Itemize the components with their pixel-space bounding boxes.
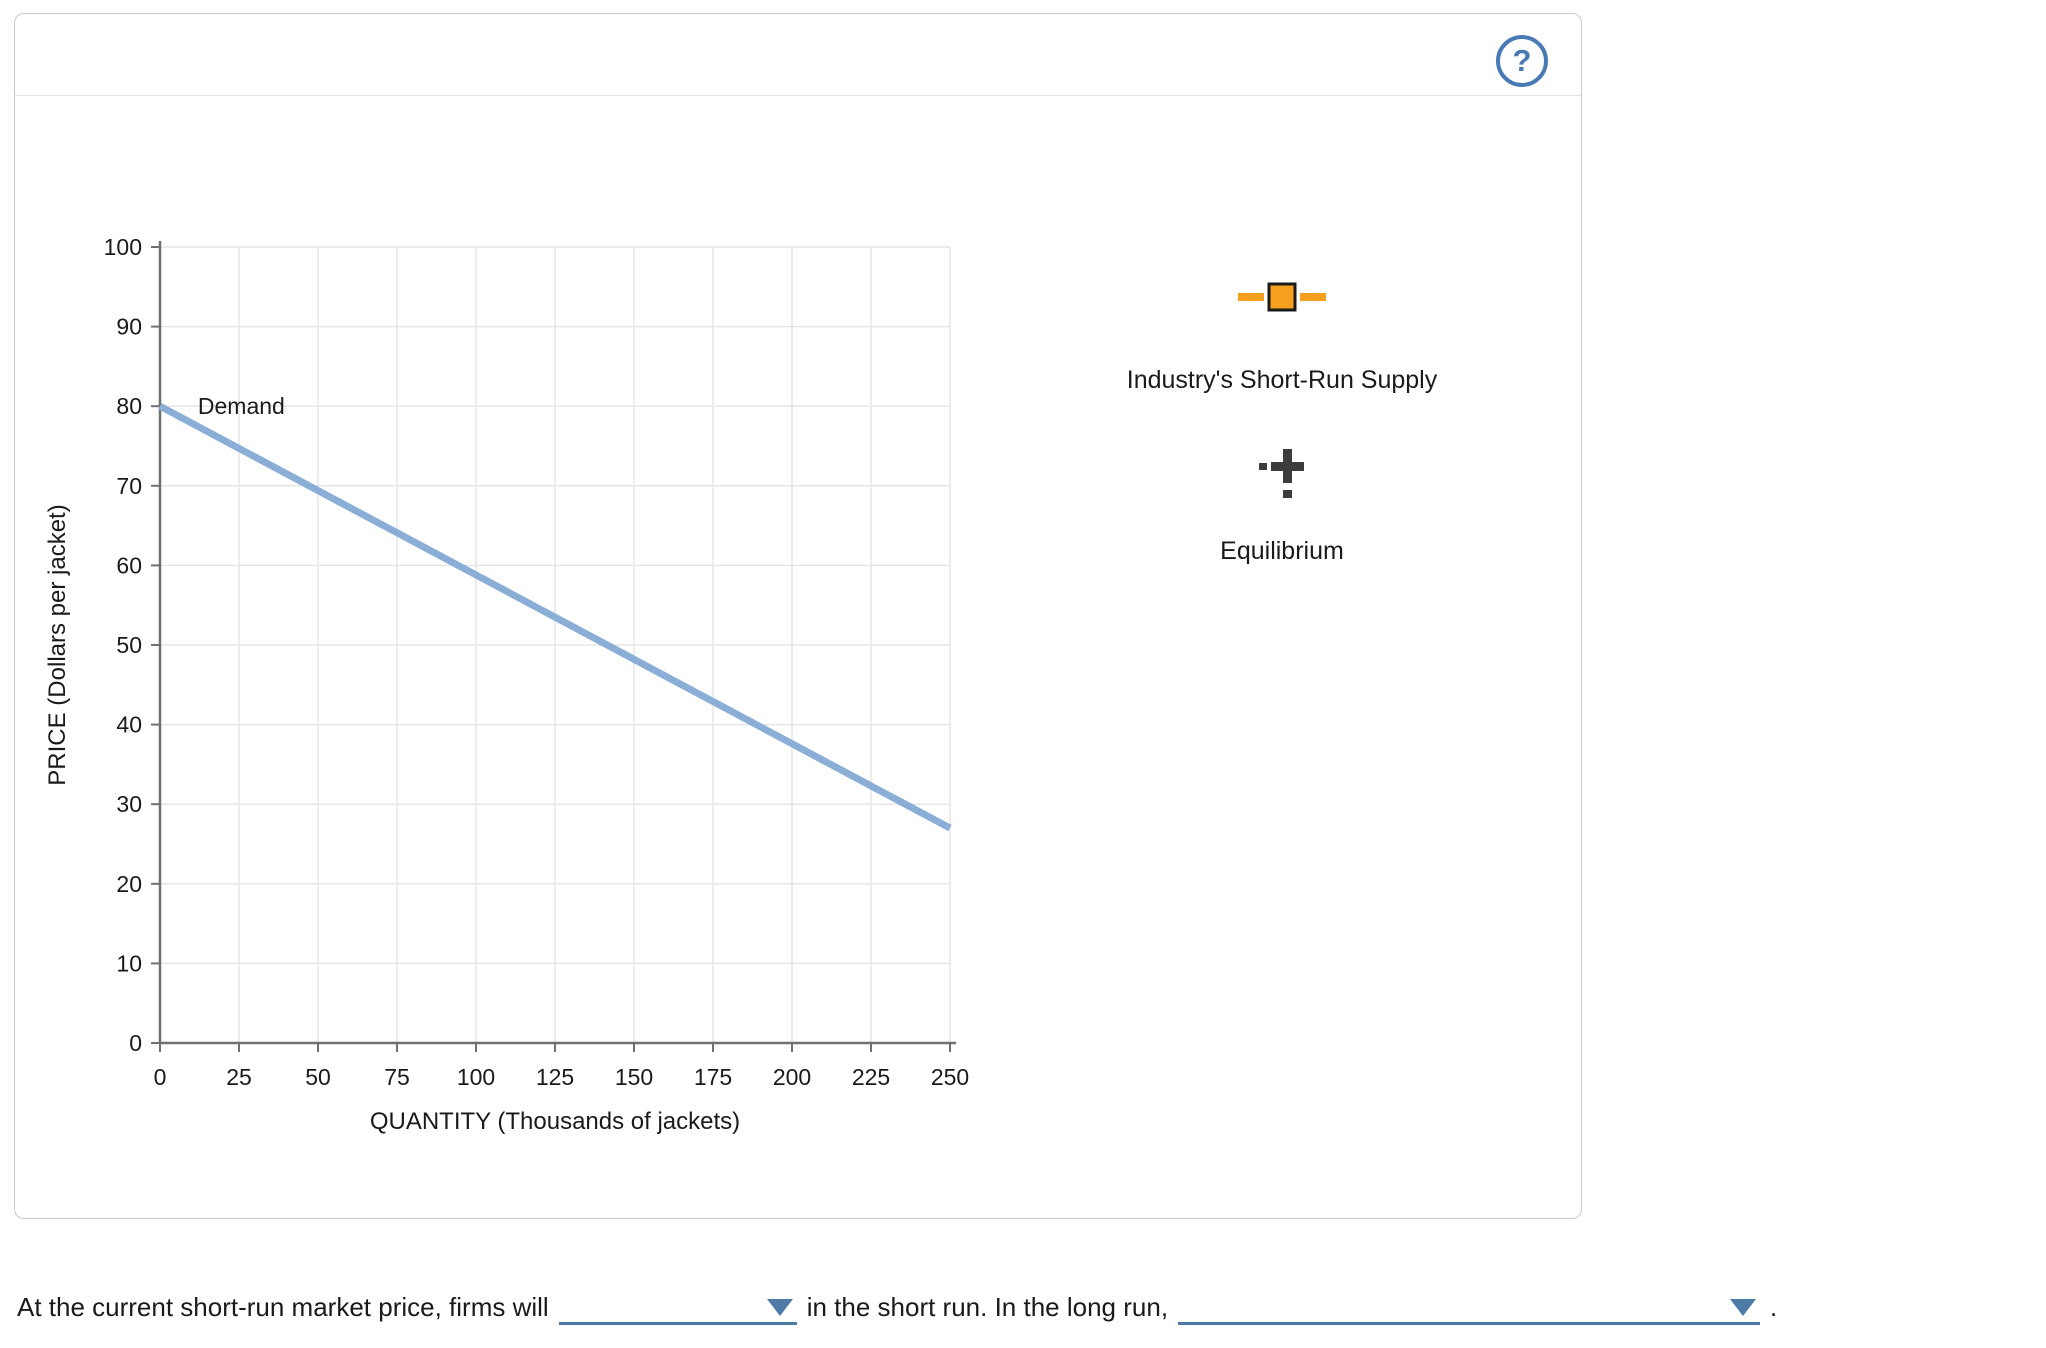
demand-supply-graph[interactable]: 0 10 20 30 40 50 60 70 80 90 100 0 25 50 75 100 125 150 17… — [41, 227, 1031, 1147]
equilibrium-point-tool-icon[interactable] — [1257, 443, 1313, 501]
svg-text:50: 50 — [305, 1064, 331, 1090]
svg-text:60: 60 — [116, 552, 142, 578]
svg-text:200: 200 — [773, 1064, 811, 1090]
svg-text:50: 50 — [116, 632, 142, 658]
question-text-part1: At the current short-run market price, f… — [17, 1292, 549, 1322]
svg-text:70: 70 — [116, 473, 142, 499]
supply-square-handle — [1267, 282, 1297, 312]
svg-text:20: 20 — [116, 871, 142, 897]
svg-text:100: 100 — [104, 234, 142, 260]
svg-text:150: 150 — [615, 1064, 653, 1090]
question-text-end: . — [1770, 1292, 1778, 1322]
svg-text:Demand: Demand — [198, 393, 285, 419]
dropdown-arrow-icon[interactable] — [1730, 1299, 1757, 1316]
equilibrium-plus-horizontal — [1271, 462, 1304, 471]
svg-text:10: 10 — [116, 950, 142, 976]
supply-line-tool-icon[interactable] — [1238, 280, 1326, 314]
panel-header: ? — [15, 14, 1581, 96]
svg-text:25: 25 — [226, 1064, 252, 1090]
question-panel: ? 0 10 20 30 40 50 60 70 80 90 100 0 25 50 75 100 125 150… — [14, 13, 1582, 1219]
svg-text:QUANTITY (Thousands of jackets: QUANTITY (Thousands of jackets) — [370, 1108, 740, 1135]
equilibrium-tool-label: Equilibrium — [1220, 537, 1344, 565]
long-run-dropdown[interactable] — [1178, 1291, 1761, 1325]
supply-tool-label: Industry's Short-Run Supply — [1126, 366, 1438, 394]
equilibrium-dot-left — [1259, 463, 1267, 470]
question-sentence: At the current short-run market price, f… — [17, 1289, 2041, 1325]
dropdown-arrow-icon[interactable] — [766, 1299, 793, 1316]
svg-text:100: 100 — [457, 1064, 495, 1090]
supply-dash-left — [1238, 293, 1264, 301]
svg-text:225: 225 — [852, 1064, 890, 1090]
equilibrium-dot-bottom — [1283, 490, 1292, 498]
svg-text:80: 80 — [116, 393, 142, 419]
supply-dash-right — [1300, 293, 1326, 301]
svg-text:90: 90 — [116, 314, 142, 340]
svg-text:75: 75 — [384, 1064, 410, 1090]
help-button[interactable]: ? — [1496, 35, 1548, 87]
svg-text:250: 250 — [931, 1064, 969, 1090]
svg-text:40: 40 — [116, 712, 142, 738]
short-run-dropdown[interactable] — [558, 1291, 797, 1325]
svg-text:PRICE (Dollars per jacket): PRICE (Dollars per jacket) — [44, 504, 71, 785]
svg-text:0: 0 — [129, 1030, 142, 1056]
svg-text:0: 0 — [154, 1064, 167, 1090]
svg-text:175: 175 — [694, 1064, 732, 1090]
question-text-part2: in the short run. In the long run, — [806, 1292, 1169, 1322]
svg-text:30: 30 — [116, 791, 142, 817]
svg-text:125: 125 — [536, 1064, 574, 1090]
